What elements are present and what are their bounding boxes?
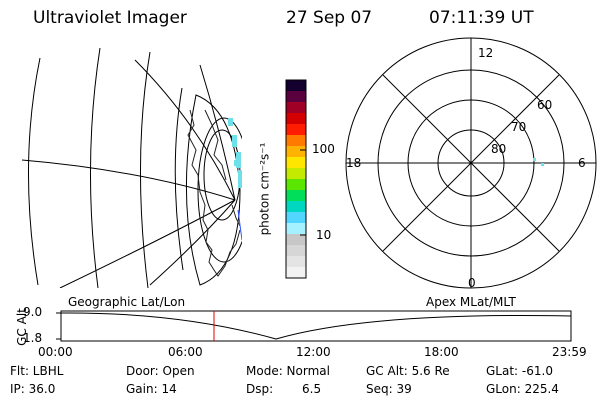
colorbar-ticks — [300, 149, 306, 236]
colorbar-swatch — [286, 168, 306, 180]
door-status: Door: Open — [126, 364, 195, 378]
polar-plot — [345, 37, 597, 289]
aurora-emission — [228, 118, 242, 188]
colorbar-swatch — [286, 267, 306, 279]
colorbar — [285, 79, 307, 279]
colorbar-swatch — [286, 190, 306, 202]
mode-status: Mode: Normal — [246, 364, 330, 378]
colorbar-swatch — [286, 146, 306, 158]
grid-meridian-5 — [59, 199, 236, 288]
mlt-label-6: 6 — [578, 156, 586, 170]
mlt-label-0: 0 — [468, 276, 476, 290]
glat-status: GLat: -61.0 — [486, 364, 553, 378]
colorbar-frame — [285, 79, 307, 279]
grid-meridian-1 — [21, 159, 236, 201]
x-tick-1200: 12:00 — [296, 345, 331, 359]
colorbar-swatch — [286, 256, 306, 268]
dsp-value: 6.5 — [302, 382, 322, 396]
instrument-title: Ultraviolet Imager — [33, 8, 187, 28]
dsp-label: Dsp: — [246, 382, 274, 396]
colorbar-swatch — [286, 212, 306, 224]
mlt-label-12: 12 — [478, 46, 494, 60]
lat-ring-outer — [197, 117, 242, 263]
colorbar-swatch — [286, 102, 306, 114]
ip-status: IP: 36.0 — [10, 382, 56, 396]
gain-status: Gain: 14 — [126, 382, 177, 396]
polar-aurora-dots — [533, 158, 544, 166]
grid-arc-3 — [140, 51, 151, 288]
colorbar-swatch — [286, 124, 306, 136]
colorbar-swatch — [286, 234, 306, 246]
colorbar-swatch — [286, 179, 306, 191]
timeline-left-label: Geographic Lat/Lon — [68, 295, 186, 309]
lat-label-80: 80 — [491, 142, 507, 156]
coastline — [187, 109, 241, 277]
seq-status: Seq: 39 — [366, 382, 412, 396]
lat-label-70: 70 — [511, 120, 527, 134]
x-tick-1800: 18:00 — [424, 345, 459, 359]
altitude-status: GC Alt: 5.6 Re — [366, 364, 450, 378]
filter-status: Flt: LBHL — [10, 364, 64, 378]
lat-label-60: 60 — [537, 98, 553, 112]
colorbar-swatch — [286, 91, 306, 103]
x-tick-2359: 23:59 — [552, 345, 587, 359]
colorbar-swatch — [286, 135, 306, 147]
grid-arc-2 — [90, 47, 101, 288]
x-tick-0600: 06:00 — [168, 345, 203, 359]
colorbar-swatch — [286, 80, 306, 92]
colorbar-unit-label: photon cm⁻²s⁻¹ — [257, 142, 272, 236]
date-label: 27 Sep 07 — [286, 8, 373, 28]
colorbar-swatch — [286, 157, 306, 169]
y-tick-bottom: 1.8 — [23, 331, 43, 345]
colorbar-swatch — [286, 245, 306, 257]
colorbar-tick-10: 10 — [316, 228, 332, 242]
altitude-curve — [60, 312, 572, 340]
colorbar-swatch — [286, 223, 306, 235]
grid-arc-4 — [174, 87, 184, 271]
grid-meridian-3 — [199, 64, 236, 201]
grid-meridian-2 — [134, 59, 236, 201]
time-label: 07:11:39 UT — [429, 8, 534, 28]
colorbar-tick-100: 100 — [312, 142, 335, 156]
glon-status: GLon: 225.4 — [486, 382, 559, 396]
grid-meridian-4 — [149, 199, 236, 286]
grid-arc-1 — [28, 57, 41, 286]
colorbar-swatch — [286, 201, 306, 213]
timeline-right-label: Apex MLat/MLT — [426, 295, 516, 309]
aurora-edge — [237, 209, 242, 241]
y-tick-top: 9.0 — [23, 305, 43, 319]
mlt-label-18: 18 — [346, 156, 362, 170]
timeline-plot — [56, 310, 572, 342]
colorbar-swatch — [286, 113, 306, 125]
geographic-panel — [21, 47, 242, 288]
earth-limb — [185, 94, 241, 286]
timeline-frame — [60, 310, 572, 342]
x-tick-0000: 00:00 — [38, 345, 73, 359]
polar-diag-2 — [382, 74, 560, 252]
